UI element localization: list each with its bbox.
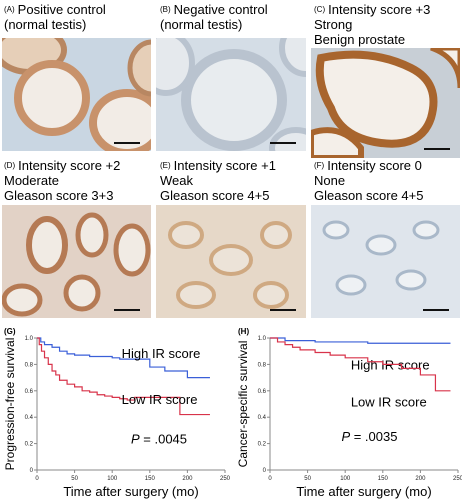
series-label-high: High IR score bbox=[122, 346, 201, 361]
panel-subtitle: Moderate bbox=[4, 173, 59, 188]
panel-title: Intensity score +3 bbox=[328, 2, 431, 17]
panel-subtitle: Gleason score 4+5 bbox=[314, 188, 424, 203]
panel-letter: (E) bbox=[160, 161, 171, 170]
p-value-annotation: P = .0045 bbox=[131, 432, 187, 447]
panel-subtitle: Weak bbox=[160, 173, 193, 188]
panel-letter: (H) bbox=[238, 327, 249, 336]
series-label-low: Low IR score bbox=[351, 395, 427, 410]
p-symbol: P bbox=[131, 432, 140, 447]
panel-letter: (F) bbox=[314, 161, 325, 170]
survival-curve-high bbox=[37, 337, 210, 379]
y-tick-label: 0.6 bbox=[25, 389, 34, 395]
scale-bar bbox=[423, 309, 449, 311]
panel-subtitle: Benign prostate bbox=[314, 32, 406, 47]
panel-e-caption: (E) Intensity score +1 Weak Gleason score… bbox=[160, 158, 276, 203]
micrograph-d bbox=[2, 205, 151, 318]
panel-subtitle: (normal testis) bbox=[160, 17, 243, 32]
x-tick-label: 250 bbox=[220, 476, 230, 482]
panel-subtitle: Gleason score 3+3 bbox=[4, 188, 114, 203]
chart-h: (H) 0 50 100 150 200 250 0 0.2 0.4 0.6 0.8 1.0 High … bbox=[236, 327, 462, 499]
survival-curve-low bbox=[37, 337, 210, 416]
panel-subtitle: None bbox=[314, 173, 346, 188]
y-tick-label: 0.8 bbox=[25, 362, 34, 368]
survival-curve-high bbox=[270, 337, 451, 344]
panel-title: Positive control bbox=[17, 2, 106, 17]
x-tick-label: 0 bbox=[35, 476, 39, 482]
p-symbol: P bbox=[341, 429, 350, 444]
x-tick-label: 50 bbox=[304, 476, 311, 482]
x-tick-label: 100 bbox=[340, 476, 351, 482]
x-tick-label: 50 bbox=[71, 476, 78, 482]
y-tick-label: 0.6 bbox=[258, 389, 267, 395]
panel-title: Intensity score 0 bbox=[327, 158, 422, 173]
p-value-annotation: P = .0035 bbox=[341, 429, 397, 444]
y-tick-label: 0.8 bbox=[258, 362, 267, 368]
panel-c-caption: (C) Intensity score +3 Strong Benign pros… bbox=[314, 2, 430, 47]
panel-f-caption: (F) Intensity score 0 None Gleason score … bbox=[314, 158, 423, 203]
p-value: = .0035 bbox=[350, 429, 397, 444]
micrograph-e bbox=[156, 205, 306, 318]
panel-title: Intensity score +2 bbox=[18, 158, 121, 173]
scale-bar bbox=[270, 142, 296, 144]
y-tick-label: 0.2 bbox=[258, 442, 267, 448]
y-axis-label: Cancer-specific survival bbox=[236, 341, 250, 468]
scale-bar bbox=[270, 309, 296, 311]
y-tick-label: 1.0 bbox=[25, 336, 34, 342]
x-tick-label: 200 bbox=[182, 476, 193, 482]
x-tick-label: 100 bbox=[107, 476, 118, 482]
micrograph-b bbox=[156, 38, 306, 151]
panel-title: Intensity score +1 bbox=[173, 158, 276, 173]
panel-letter: (G) bbox=[4, 327, 16, 336]
panel-b-caption: (B) Negative control (normal testis) bbox=[160, 2, 268, 32]
panel-subtitle: Strong bbox=[314, 17, 353, 32]
x-tick-label: 150 bbox=[378, 476, 389, 482]
x-tick-label: 200 bbox=[415, 476, 426, 482]
y-tick-label: 0.4 bbox=[25, 415, 34, 421]
scale-bar bbox=[114, 309, 140, 311]
y-tick-label: 1.0 bbox=[258, 336, 267, 342]
survival-curve-low bbox=[270, 337, 451, 392]
y-tick-label: 0.4 bbox=[258, 415, 267, 421]
x-tick-label: 150 bbox=[145, 476, 156, 482]
x-axis-label: Time after surgery (mo) bbox=[296, 484, 431, 499]
y-axis-label: Progression-free survival bbox=[3, 338, 17, 471]
series-label-low: Low IR score bbox=[122, 392, 198, 407]
x-tick-label: 250 bbox=[453, 476, 462, 482]
y-tick-label: 0 bbox=[30, 468, 34, 474]
series-label-high: High IR score bbox=[351, 358, 430, 373]
panel-title: Negative control bbox=[173, 2, 268, 17]
x-tick-label: 0 bbox=[268, 476, 272, 482]
panel-letter: (A) bbox=[4, 5, 15, 14]
p-value: = .0045 bbox=[140, 432, 187, 447]
panel-d-caption: (D) Intensity score +2 Moderate Gleason s… bbox=[4, 158, 120, 203]
panel-letter: (D) bbox=[4, 161, 16, 170]
scale-bar bbox=[424, 148, 450, 150]
x-axis-label: Time after surgery (mo) bbox=[63, 484, 198, 499]
y-tick-label: 0.2 bbox=[25, 442, 34, 448]
panel-subtitle: (normal testis) bbox=[4, 17, 87, 32]
panel-subtitle: Gleason score 4+5 bbox=[160, 188, 270, 203]
panel-a-caption: (A) Positive control (normal testis) bbox=[4, 2, 106, 32]
scale-bar bbox=[114, 142, 140, 144]
y-tick-label: 0 bbox=[263, 468, 267, 474]
micrograph-c bbox=[311, 48, 460, 158]
panel-letter: (C) bbox=[314, 5, 326, 14]
panel-letter: (B) bbox=[160, 5, 171, 14]
micrograph-a bbox=[2, 38, 151, 151]
micrograph-f bbox=[311, 205, 460, 318]
chart-g: (G) 0 50 100 150 200 250 0 0.2 0.4 0.6 0.8 1.0 High … bbox=[3, 327, 230, 499]
